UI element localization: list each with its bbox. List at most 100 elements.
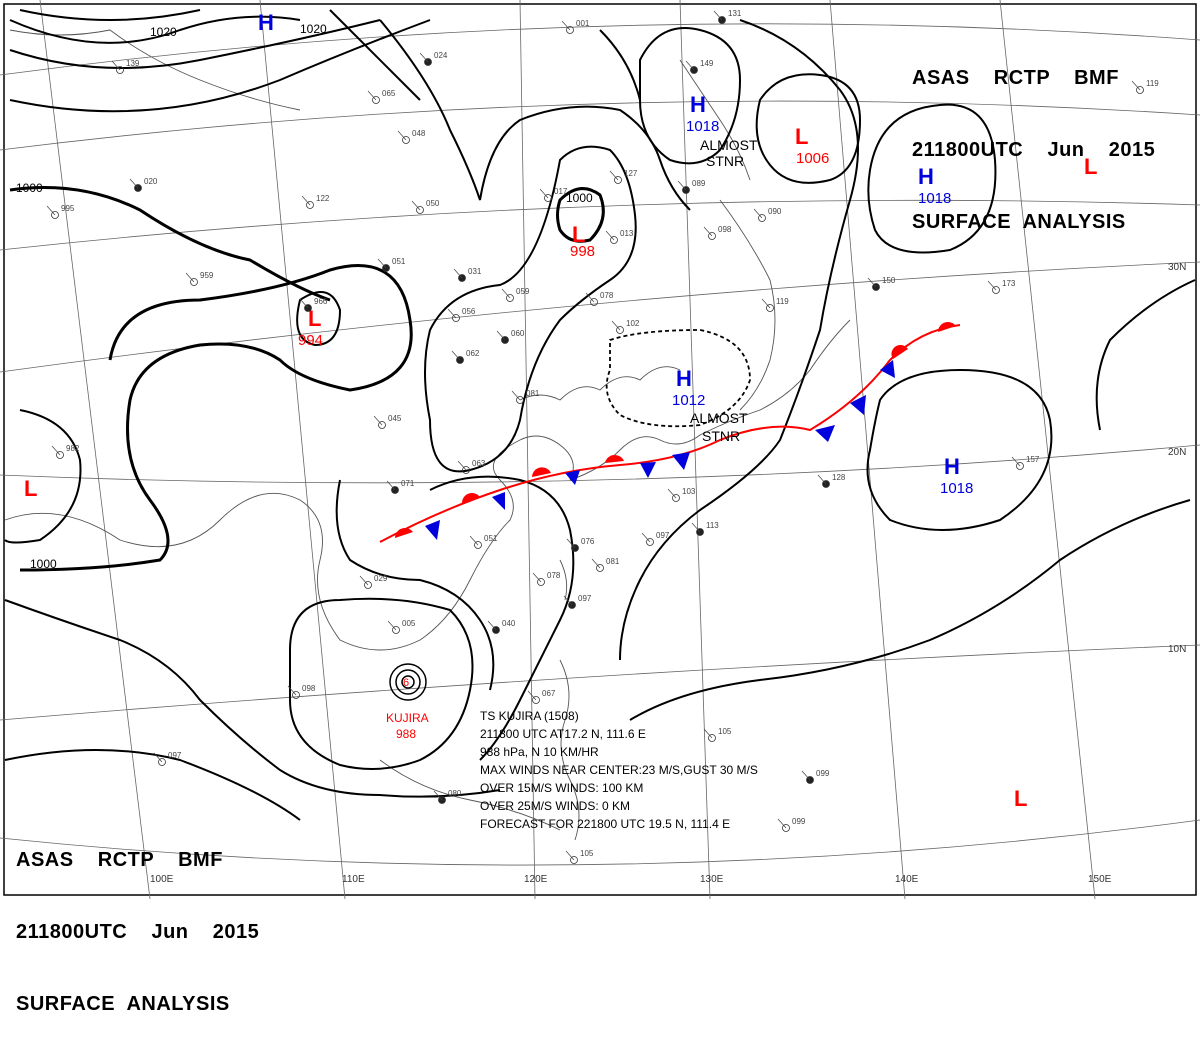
typhoon-info-block: TS KUJIRA (1508) 211800 UTC AT17.2 N, 11… xyxy=(480,709,758,831)
coast-korea xyxy=(519,366,681,401)
lon-label: 140E xyxy=(895,874,919,885)
warm-front-semicircle xyxy=(395,528,413,538)
lon-label: 130E xyxy=(700,874,724,885)
station-marker xyxy=(672,494,680,502)
station-marker xyxy=(506,294,514,302)
station-pressure: 099 xyxy=(816,769,830,778)
station-pressure: 097 xyxy=(656,531,670,540)
isobar xyxy=(335,479,495,691)
station-marker xyxy=(616,326,624,334)
coast-east xyxy=(569,319,851,481)
wind-barb xyxy=(667,488,677,499)
header-bottom: ASAS RCTP BMF 211800UTC Jun 2015 SURFACE… xyxy=(16,800,259,1040)
wind-barb xyxy=(713,10,723,21)
warm-front-semicircle xyxy=(938,322,956,332)
latitude-line xyxy=(0,100,1200,151)
ts-info-line: OVER 25M/S WINDS: 0 KM xyxy=(480,799,630,813)
wind-barb xyxy=(469,535,479,546)
isobar xyxy=(9,19,431,113)
isobar-dashed-1012 xyxy=(605,329,751,428)
isobar xyxy=(1095,279,1196,431)
station-pressure: 078 xyxy=(600,291,614,300)
station-pressure: 150 xyxy=(882,276,896,285)
wind-barb xyxy=(605,230,615,241)
isobar-label: 1020 xyxy=(150,25,177,39)
station-marker xyxy=(782,824,790,832)
latitude-line-20n xyxy=(0,444,1200,484)
isobar-high-1018 xyxy=(867,103,997,254)
low-center-value: 994 xyxy=(298,332,323,349)
coast-borneo xyxy=(379,759,561,831)
station-pressure: 071 xyxy=(401,479,415,488)
station-marker xyxy=(116,66,124,74)
station-marker xyxy=(452,314,460,322)
high-center-value: 1018 xyxy=(940,480,973,497)
almost-stnr-label: ALMOST xyxy=(700,137,758,153)
station-pressure: 097 xyxy=(168,751,182,760)
isobar-low-994 xyxy=(296,291,342,347)
station-pressure: 149 xyxy=(700,59,714,68)
station-pressure: 029 xyxy=(374,574,388,583)
station-pressure: 982 xyxy=(66,444,80,453)
station-marker xyxy=(51,211,59,219)
wind-barb xyxy=(487,620,497,631)
station-pressure: 966 xyxy=(314,297,328,306)
isobar xyxy=(329,9,421,101)
wind-barb xyxy=(301,195,311,206)
station-marker xyxy=(708,734,716,742)
isobar xyxy=(379,19,691,211)
low-center-value: 1006 xyxy=(796,150,829,167)
isobar xyxy=(4,599,501,798)
station-marker xyxy=(570,856,578,864)
isobar xyxy=(9,19,381,69)
warm-front-semicircle xyxy=(891,344,908,359)
wind-barb xyxy=(703,226,713,237)
station-pressure: 131 xyxy=(728,9,742,18)
station-marker xyxy=(646,538,654,546)
pressure-centers: H H 1018 L 1006 H 1018 L L 998 L 994 H 1… xyxy=(24,10,1097,811)
isobar-low-998 xyxy=(556,187,605,243)
graticule xyxy=(0,0,1200,899)
station-pressure: 090 xyxy=(768,207,782,216)
latitude-line xyxy=(0,23,1200,76)
station-pressure: 051 xyxy=(484,534,498,543)
station-pressure: 013 xyxy=(620,229,634,238)
station-pressure: 157 xyxy=(1026,455,1040,464)
frontal-boundary xyxy=(379,322,961,543)
wind-barb xyxy=(129,178,139,189)
wind-barb xyxy=(153,752,163,763)
ts-info-line: 211800 UTC AT17.2 N, 111.6 E xyxy=(480,727,646,741)
wind-barb xyxy=(777,818,787,829)
warm-front-semicircle xyxy=(462,493,480,503)
front-line xyxy=(379,324,961,543)
station-pressure: 080 xyxy=(448,789,462,798)
wind-barb xyxy=(451,350,461,361)
isobar xyxy=(289,597,474,770)
wind-barb xyxy=(386,480,396,491)
station-marker xyxy=(392,626,400,634)
wind-barb xyxy=(1131,80,1141,91)
station-marker xyxy=(537,578,545,586)
station-marker xyxy=(56,451,64,459)
wind-barb xyxy=(566,538,576,549)
header-subtitle: SURFACE ANALYSIS xyxy=(16,993,230,1015)
isobar-label: 1020 xyxy=(300,22,327,36)
warm-front-semicircle xyxy=(605,454,624,463)
ts-info-line: FORECAST FOR 221800 UTC 19.5 N, 111.4 E xyxy=(480,817,730,831)
station-pressure: 122 xyxy=(316,194,330,203)
cold-front-triangle xyxy=(565,470,580,485)
station-marker xyxy=(544,194,552,202)
wind-barb xyxy=(367,90,377,101)
wind-barb xyxy=(287,685,297,696)
high-center: H xyxy=(676,366,692,391)
cold-front-triangle xyxy=(425,520,440,540)
isobar-low-1006 xyxy=(755,73,862,184)
isobar xyxy=(629,499,1191,721)
isobars xyxy=(4,9,1196,821)
typhoon-pressure: 988 xyxy=(396,727,416,741)
warm-front-markers xyxy=(395,322,956,538)
almost-stnr-label: STNR xyxy=(706,153,744,169)
cold-front-triangle xyxy=(640,462,656,478)
wind-barb xyxy=(419,52,429,63)
low-center: L xyxy=(1084,154,1097,179)
